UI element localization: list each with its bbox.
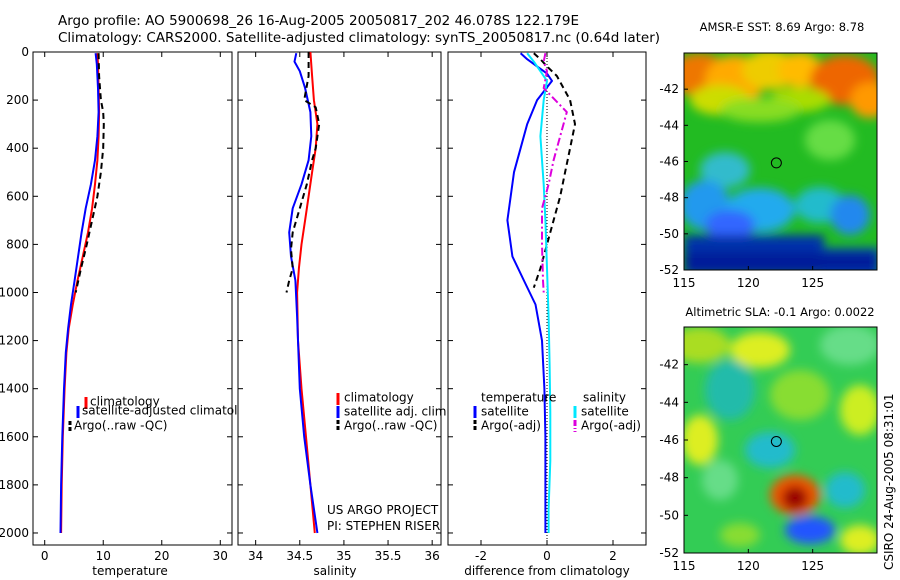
map-x-tick-label: 115	[673, 276, 696, 290]
x-tick-label: 36	[425, 549, 440, 563]
x-tick-label: 2	[609, 549, 617, 563]
salinity-axes-frame	[237, 51, 442, 546]
argo-location-marker	[770, 157, 782, 169]
x-tick-label: 0	[41, 549, 49, 563]
legend-label-satellite-adjusted: satellite-adjusted climatology	[82, 404, 260, 418]
x-tick-label: 30	[213, 549, 228, 563]
legend-header-salinity: salinity	[583, 391, 626, 405]
legend-label-temp-argo: Argo(-adj)	[481, 419, 541, 433]
x-tick-label: 0	[543, 549, 551, 563]
y-tick-label: 0	[21, 45, 29, 59]
y-tick-label: 1400	[0, 382, 29, 396]
x-tick-label: 34	[248, 549, 263, 563]
map-y-tick-label: -52	[659, 546, 679, 560]
sla-map-panel: Altimetric SLA: -0.1 Argo: 0.0022	[659, 305, 878, 573]
x-tick-label: 35.5	[375, 549, 402, 563]
map-y-tick-label: -44	[659, 118, 679, 132]
sla-map-title: Altimetric SLA: -0.1 Argo: 0.0022	[685, 305, 874, 319]
map-y-tick-label: -46	[659, 433, 679, 447]
y-tick-label: 1800	[0, 478, 29, 492]
map-x-tick-label: 120	[737, 559, 760, 573]
temperature-axes-frame	[32, 51, 233, 546]
map-x-tick-label: 120	[737, 276, 760, 290]
argo-location-marker	[770, 435, 782, 447]
x-tick-label: -2	[475, 549, 487, 563]
map-y-tick-label: -52	[659, 263, 679, 277]
difference-panel: -2 0 2 difference from climatology tempera…	[447, 51, 647, 578]
sst-map-title: AMSR-E SST: 8.69 Argo: 8.78	[700, 20, 865, 34]
difference-legend: temperature salinity satellite Argo(-adj…	[473, 391, 641, 433]
map-y-tick-label: -42	[659, 82, 679, 96]
y-tick-label: 200	[6, 93, 29, 107]
figure-title-line2: Climatology: CARS2000. Satellite-adjuste…	[58, 30, 661, 46]
map-y-tick-label: -46	[659, 155, 679, 169]
map-y-tick-label: -44	[659, 395, 679, 409]
salinity-panel: 34 34.5 35 35.5 36 salinity climatology sate…	[237, 51, 450, 578]
series-line-argo-raw-qc-	[74, 53, 105, 293]
project-label: US ARGO PROJECT	[327, 503, 439, 517]
map-y-tick-label: -42	[659, 358, 679, 372]
map-x-tick-label: 125	[801, 276, 824, 290]
legend-label-argo: Argo(..raw -QC)	[74, 419, 167, 433]
salinity-xlabel: salinity	[313, 564, 356, 578]
legend-label-sal-argo: Argo(-adj)	[581, 419, 641, 433]
y-tick-label: 800	[6, 237, 29, 251]
y-tick-label: 1000	[0, 285, 29, 299]
legend-label-argo: Argo(..raw -QC)	[344, 419, 437, 433]
map-y-tick-label: -48	[659, 471, 679, 485]
temperature-panel: 0 200 400 600 800 1000 1200 1400 1600 1800 2000 0 1…	[0, 45, 260, 578]
legend-label-climatology: climatology	[344, 391, 414, 405]
csiro-timestamp: CSIRO 24-Aug-2005 08:31:01	[882, 394, 896, 570]
y-tick-label: 2000	[0, 526, 29, 540]
temperature-xlabel: temperature	[92, 564, 167, 578]
legend-label-temp-satellite: satellite	[481, 405, 529, 419]
series-line-satellite-adj-clim-	[288, 52, 319, 534]
series-line-salinity-argo-adj-	[541, 53, 568, 293]
pi-label: PI: STEPHEN RISER	[327, 519, 440, 533]
legend-label-satellite-adj: satellite adj. clim.	[344, 405, 450, 419]
map-y-tick-label: -50	[659, 508, 679, 522]
y-tick-label: 400	[6, 141, 29, 155]
y-tick-label: 1200	[0, 334, 29, 348]
series-line-satellite-adjusted-climatology	[59, 53, 100, 534]
map-x-tick-label: 115	[673, 559, 696, 573]
y-tick-label: 600	[6, 189, 29, 203]
x-tick-label: 34.5	[286, 549, 313, 563]
temperature-legend: climatology satellite-adjusted climatolo…	[68, 395, 260, 433]
salinity-legend: climatology satellite adj. clim. Argo(..…	[336, 391, 450, 433]
map-x-tick-label: 125	[801, 559, 824, 573]
sst-heatmap	[684, 53, 877, 270]
sst-map-panel: AMSR-E SST: 8.69 Argo: 8.78	[659, 20, 878, 290]
figure-title-line1: Argo profile: AO 5900698_26 16-Aug-2005 …	[58, 13, 580, 29]
legend-header-temperature: temperature	[481, 391, 556, 405]
x-tick-label: 10	[96, 549, 111, 563]
map-y-tick-label: -50	[659, 227, 679, 241]
map-y-tick-label: -48	[659, 191, 679, 205]
legend-label-sal-satellite: satellite	[581, 405, 629, 419]
y-tick-label: 1600	[0, 430, 29, 444]
legend-label-climatology: climatology	[90, 395, 160, 409]
sla-heatmap	[684, 327, 877, 553]
difference-xlabel: difference from climatology	[464, 564, 630, 578]
series-line-climatology	[296, 51, 319, 534]
x-tick-label: 20	[154, 549, 169, 563]
x-tick-label: 35	[336, 549, 351, 563]
series-line-argo-raw-qc-	[285, 52, 321, 293]
